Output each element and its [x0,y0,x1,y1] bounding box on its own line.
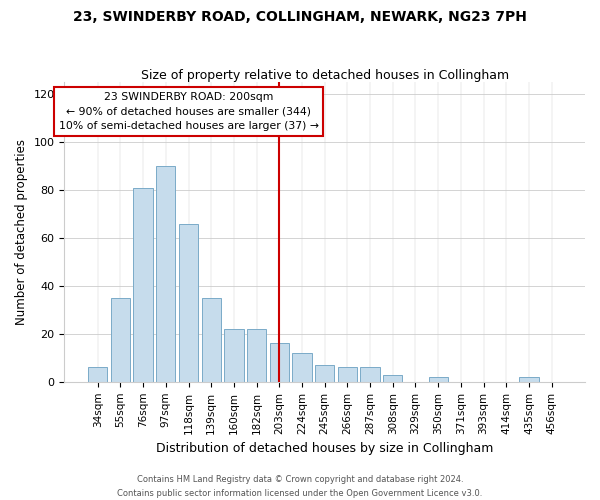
Bar [88,368,107,382]
Text: 23 SWINDERBY ROAD: 200sqm
← 90% of detached houses are smaller (344)
10% of semi: 23 SWINDERBY ROAD: 200sqm ← 90% of detac… [59,92,319,131]
Title: Size of property relative to detached houses in Collingham: Size of property relative to detached ho… [140,69,509,82]
Bar [361,368,380,382]
Bar [202,298,221,382]
Text: Contains HM Land Registry data © Crown copyright and database right 2024.
Contai: Contains HM Land Registry data © Crown c… [118,476,482,498]
Bar [520,377,539,382]
Bar [179,224,198,382]
Bar [315,365,334,382]
Bar [111,298,130,382]
Bar [133,188,153,382]
Bar [428,377,448,382]
Bar [247,329,266,382]
Bar [338,368,357,382]
Bar [224,329,244,382]
Text: 23, SWINDERBY ROAD, COLLINGHAM, NEWARK, NG23 7PH: 23, SWINDERBY ROAD, COLLINGHAM, NEWARK, … [73,10,527,24]
Bar [269,344,289,382]
Bar [156,166,175,382]
Y-axis label: Number of detached properties: Number of detached properties [15,139,28,325]
Bar [292,353,311,382]
X-axis label: Distribution of detached houses by size in Collingham: Distribution of detached houses by size … [156,442,493,455]
Bar [383,374,403,382]
